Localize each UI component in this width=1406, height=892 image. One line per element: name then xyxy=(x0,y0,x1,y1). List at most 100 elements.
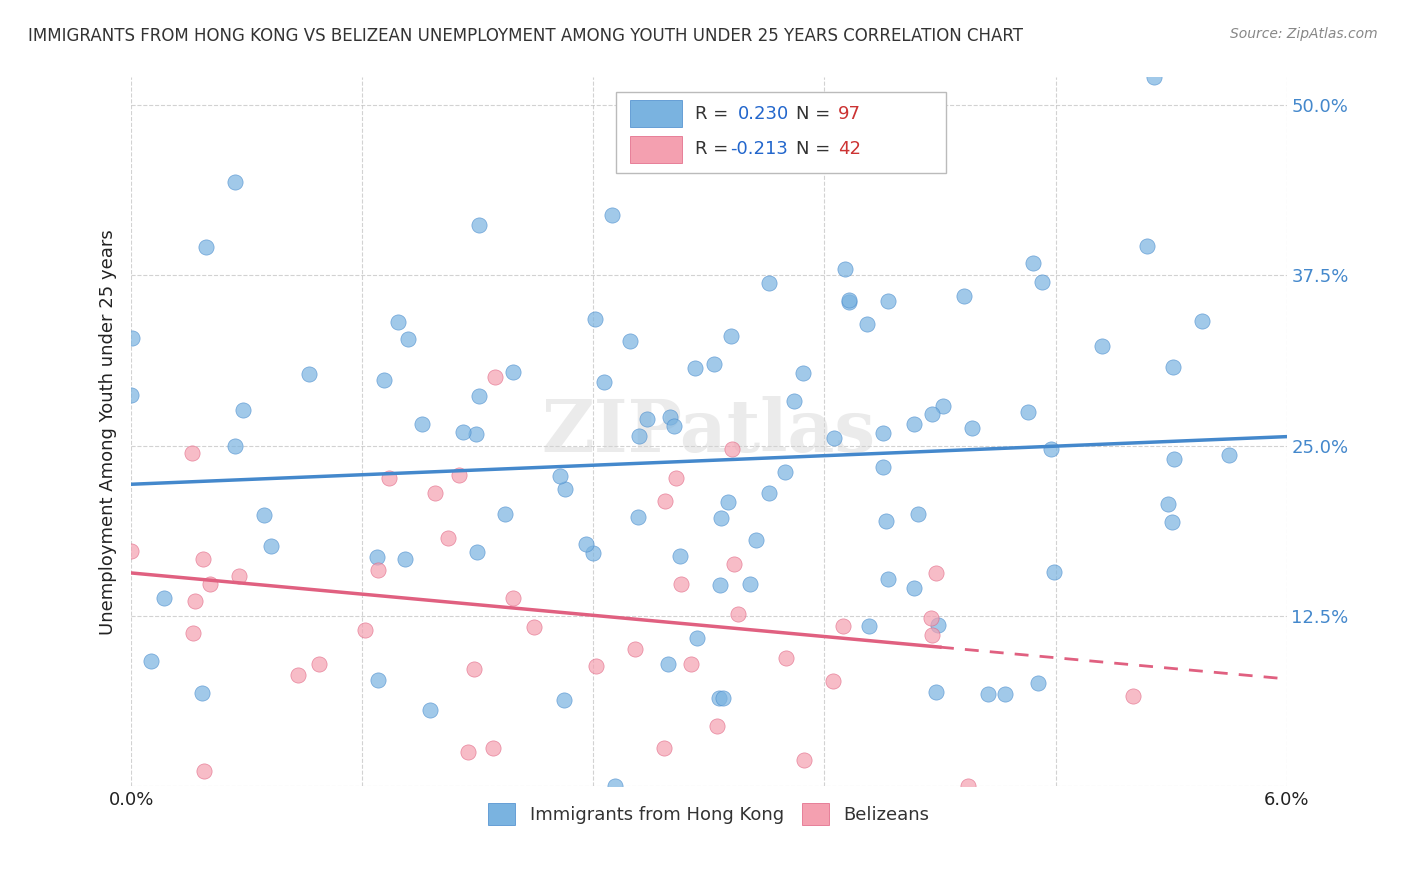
Point xyxy=(1122,690,1144,704)
Point xyxy=(856,317,879,331)
Point xyxy=(554,483,576,497)
Point xyxy=(553,693,575,707)
Point xyxy=(287,667,309,681)
Point xyxy=(224,440,246,454)
Point xyxy=(1136,238,1159,252)
Point xyxy=(658,409,681,424)
Point xyxy=(139,654,162,668)
Point xyxy=(962,421,984,435)
Point xyxy=(627,429,650,443)
Text: R =: R = xyxy=(695,104,734,122)
Point xyxy=(876,573,898,587)
Point xyxy=(181,446,204,460)
Point xyxy=(449,468,471,483)
Point xyxy=(423,485,446,500)
Point xyxy=(600,208,623,222)
Point xyxy=(1218,448,1240,462)
Text: ZIPatlas: ZIPatlas xyxy=(541,396,876,467)
Point xyxy=(1091,339,1114,353)
Point xyxy=(411,417,433,432)
Point xyxy=(481,740,503,755)
Point xyxy=(1026,675,1049,690)
Point xyxy=(603,780,626,794)
Point xyxy=(671,577,693,591)
Point xyxy=(592,375,614,389)
Point xyxy=(120,544,142,558)
Text: 97: 97 xyxy=(838,104,862,122)
Point xyxy=(224,175,246,189)
FancyBboxPatch shape xyxy=(616,92,946,173)
Point xyxy=(727,607,749,621)
Point xyxy=(903,417,925,431)
Text: 0.230: 0.230 xyxy=(738,104,789,122)
Point xyxy=(502,365,524,379)
Point xyxy=(367,673,389,687)
Point xyxy=(717,495,740,509)
Point xyxy=(758,486,780,500)
Point xyxy=(927,618,949,632)
Point xyxy=(636,412,658,426)
Point xyxy=(821,674,844,689)
Text: N =: N = xyxy=(796,140,835,158)
Point xyxy=(679,657,702,671)
Point xyxy=(709,578,731,592)
Point xyxy=(583,312,606,326)
Point xyxy=(903,581,925,595)
Point xyxy=(378,471,401,485)
Point xyxy=(907,508,929,522)
Point xyxy=(683,361,706,376)
Point xyxy=(875,515,897,529)
Point xyxy=(575,536,598,550)
Point xyxy=(723,557,745,571)
Text: R =: R = xyxy=(695,140,734,158)
Point xyxy=(953,289,976,303)
Point xyxy=(463,662,485,676)
Point xyxy=(711,690,734,705)
Point xyxy=(468,218,491,232)
Point xyxy=(195,240,218,254)
Legend: Immigrants from Hong Kong, Belizeans: Immigrants from Hong Kong, Belizeans xyxy=(479,794,939,834)
Point xyxy=(977,687,1000,701)
Point xyxy=(707,690,730,705)
Point xyxy=(921,628,943,642)
Point xyxy=(451,425,474,439)
Point xyxy=(581,546,603,560)
Point xyxy=(1031,275,1053,289)
Point xyxy=(502,591,524,606)
Point xyxy=(619,334,641,348)
Point xyxy=(721,442,744,457)
Point xyxy=(354,624,377,638)
Point xyxy=(775,650,797,665)
Point xyxy=(437,532,460,546)
Point xyxy=(654,493,676,508)
Point xyxy=(921,407,943,421)
Point xyxy=(465,545,488,559)
FancyBboxPatch shape xyxy=(630,100,682,127)
Point xyxy=(1157,497,1180,511)
Point xyxy=(924,566,946,580)
Point xyxy=(1017,405,1039,419)
Point xyxy=(184,594,207,608)
Point xyxy=(494,507,516,521)
Point xyxy=(1039,442,1062,456)
Point xyxy=(1163,451,1185,466)
Point xyxy=(585,659,607,673)
Point xyxy=(191,686,214,700)
Y-axis label: Unemployment Among Youth under 25 years: Unemployment Among Youth under 25 years xyxy=(100,229,117,635)
Point xyxy=(994,687,1017,701)
Point xyxy=(367,563,389,577)
Point xyxy=(120,388,142,402)
Point xyxy=(1161,515,1184,529)
Point xyxy=(758,276,780,290)
Point xyxy=(652,740,675,755)
Point xyxy=(831,619,853,633)
Point xyxy=(703,357,725,371)
Point xyxy=(298,367,321,381)
Point xyxy=(792,366,814,380)
Text: 42: 42 xyxy=(838,140,862,158)
Point xyxy=(396,332,419,346)
Point xyxy=(373,372,395,386)
Point xyxy=(956,780,979,794)
Point xyxy=(419,703,441,717)
Point xyxy=(152,591,174,605)
